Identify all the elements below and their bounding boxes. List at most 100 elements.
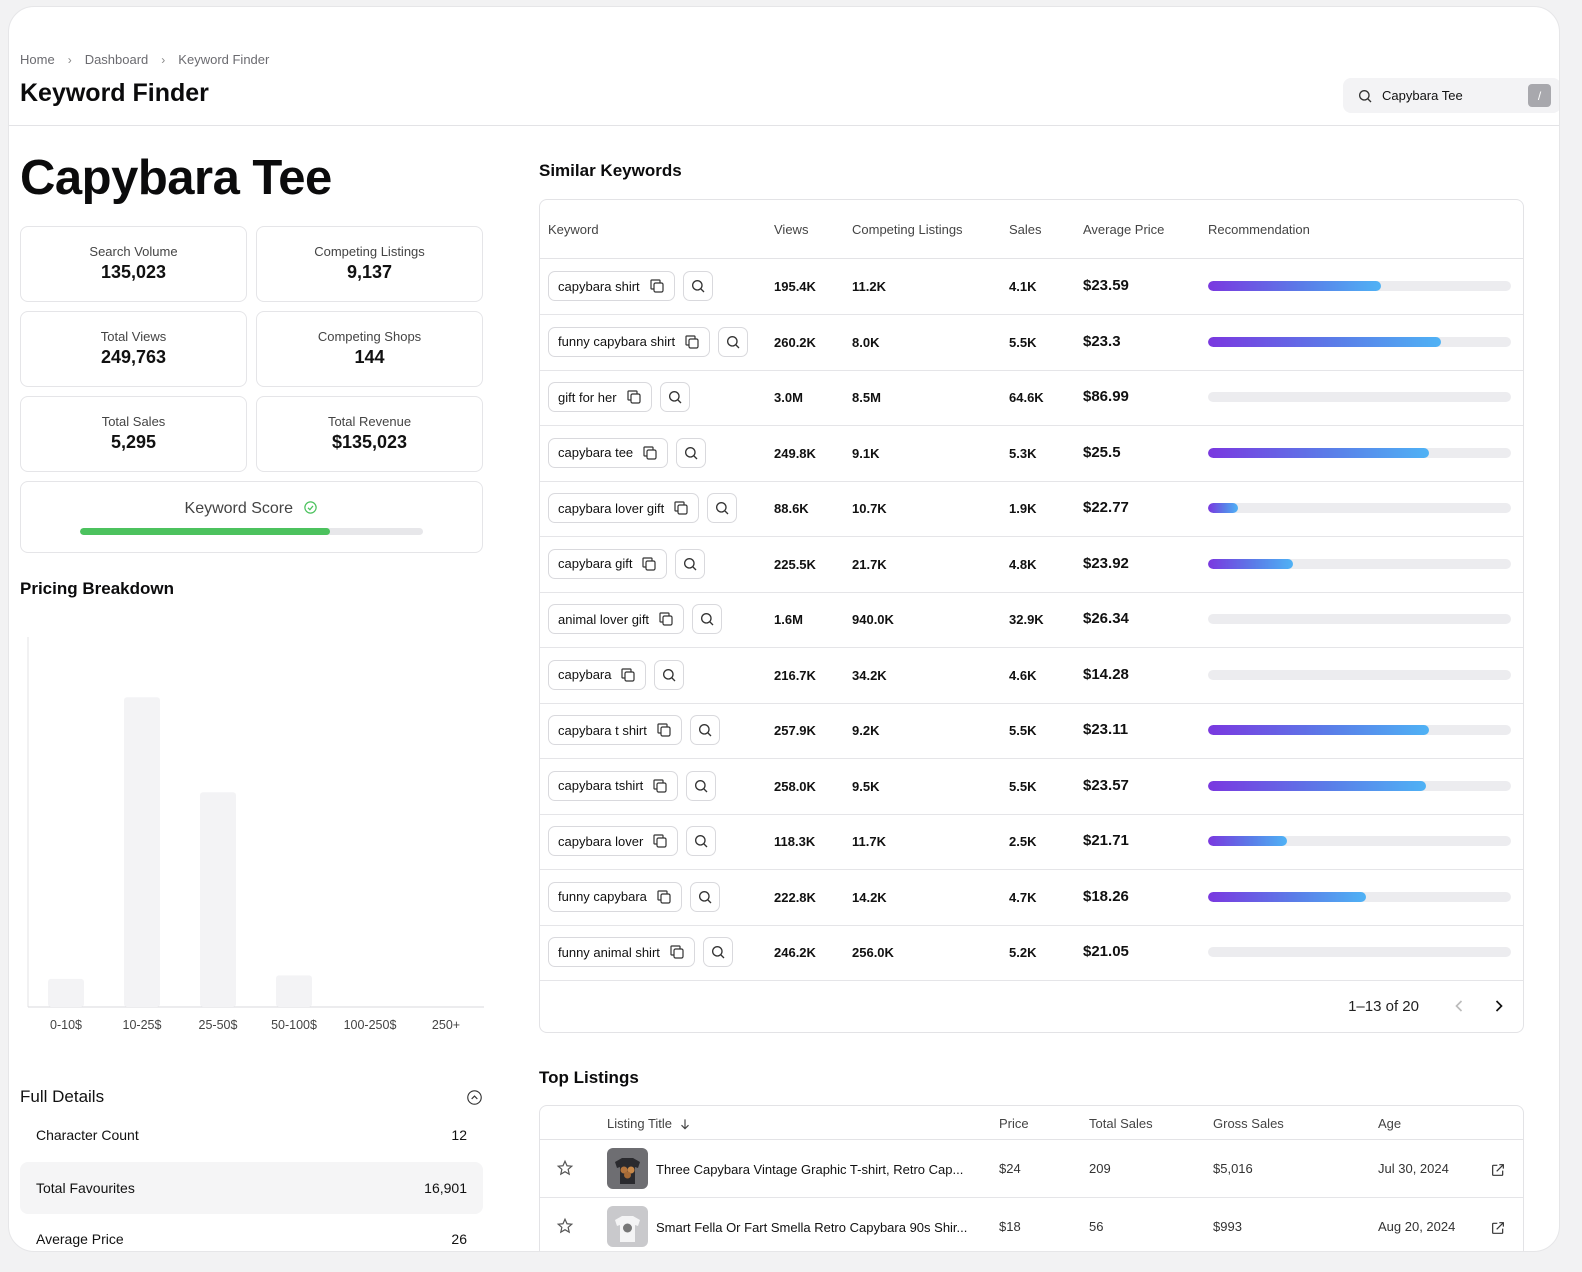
keyword-chip[interactable]: capybara gift	[548, 548, 668, 579]
copy-icon[interactable]	[625, 388, 643, 406]
keyword-chip[interactable]: capybara tee	[548, 437, 669, 468]
copy-icon[interactable]	[657, 610, 675, 628]
table-row[interactable]: funny capybara 222.8K 14.2K 4.7K $18.26	[540, 870, 1523, 926]
keyword-search-button[interactable]	[690, 881, 720, 912]
listing-price: $18	[999, 1219, 1021, 1234]
keyword-chip[interactable]: capybara lover	[548, 826, 679, 856]
external-link-icon[interactable]	[1490, 1162, 1506, 1178]
competing-cell: 11.2K	[852, 279, 886, 294]
listing-title[interactable]: Smart Fella Or Fart Smella Retro Capybar…	[656, 1220, 968, 1235]
search-icon	[692, 280, 705, 293]
table-row[interactable]: Three Capybara Vintage Graphic T-shirt, …	[540, 1140, 1523, 1198]
keyword-score-label: Keyword Score	[184, 500, 294, 517]
column-header-keyword[interactable]: Keyword	[548, 222, 599, 237]
keyword-chip[interactable]: capybara shirt	[548, 271, 675, 301]
keyword-search-button[interactable]	[686, 826, 716, 856]
star-icon[interactable]	[556, 1159, 574, 1177]
sales-cell: 5.5K	[1009, 723, 1037, 738]
table-row[interactable]: capybara tshirt 258.0K 9.5K 5.5K $23.57	[540, 759, 1523, 815]
keyword-chip[interactable]: capybara	[548, 659, 647, 690]
keyword-chip[interactable]: capybara lover gift	[548, 493, 700, 523]
keyword-search-button[interactable]	[660, 382, 690, 412]
breadcrumb-dashboard[interactable]: Dashboard	[84, 52, 149, 67]
stat-label: Total Views	[100, 329, 167, 344]
copy-icon[interactable]	[655, 888, 673, 906]
table-row[interactable]: Smart Fella Or Fart Smella Retro Capybar…	[540, 1198, 1523, 1251]
competing-cell: 11.7K	[852, 834, 886, 849]
keyword-chip[interactable]: funny capybara	[548, 881, 682, 912]
keyword-search-button[interactable]	[707, 493, 737, 523]
keyword-search-button[interactable]	[683, 271, 713, 301]
copy-icon[interactable]	[683, 333, 701, 351]
column-header-price[interactable]: Price	[999, 1116, 1029, 1131]
column-header-gross-sales[interactable]: Gross Sales	[1213, 1116, 1284, 1131]
keyword-text: funny capybara	[558, 889, 647, 904]
table-row[interactable]: capybara tee 249.8K 9.1K 5.3K $25.5	[540, 426, 1523, 482]
keyword-search-button[interactable]	[692, 604, 722, 634]
column-header-sales[interactable]: Sales	[1009, 222, 1042, 237]
table-row[interactable]: funny capybara shirt 260.2K 8.0K 5.5K $23.3	[540, 315, 1523, 371]
keyword-search-button[interactable]	[686, 770, 716, 801]
table-row[interactable]: capybara lover 118.3K 11.7K 2.5K $21.71	[540, 814, 1523, 870]
table-row[interactable]: capybara gift 225.5K 21.7K 4.8K $23.92	[540, 537, 1523, 593]
keyword-search-button[interactable]	[690, 715, 720, 745]
keyword-search-button[interactable]	[703, 937, 733, 967]
column-header-recommendation[interactable]: Recommendation	[1208, 222, 1310, 237]
pricing-breakdown-title: Pricing Breakdown	[20, 579, 174, 598]
column-header-listing-title[interactable]: Listing Title	[607, 1116, 692, 1131]
keyword-chip[interactable]: capybara tshirt	[548, 770, 679, 801]
search-box[interactable]: /	[1343, 78, 1559, 113]
copy-icon[interactable]	[648, 277, 666, 295]
search-input[interactable]	[1382, 88, 1512, 103]
star-icon[interactable]	[556, 1217, 574, 1235]
chevron-right-icon[interactable]	[1489, 996, 1509, 1016]
table-row[interactable]: capybara lover gift 88.6K 10.7K 1.9K $22.77	[540, 481, 1523, 537]
views-cell: 216.7K	[774, 667, 816, 683]
table-row[interactable]: funny animal shirt 246.2K 256.0K 5.2K $21.05	[540, 925, 1523, 981]
chevron-up-circle-icon[interactable]	[466, 1089, 483, 1106]
table-row[interactable]: capybara 216.7K 34.2K 4.6K $14.28	[540, 648, 1523, 704]
stat-value: $135,023	[331, 432, 408, 452]
average-price-cell: $21.05	[1083, 943, 1129, 960]
chart-bar-1[interactable]	[124, 697, 160, 1007]
copy-icon[interactable]	[651, 832, 669, 850]
chart-bar-0[interactable]	[48, 978, 84, 1007]
keyword-search-button[interactable]	[718, 326, 748, 357]
keyword-text: funny capybara shirt	[558, 334, 676, 349]
chart-bar-3[interactable]	[276, 975, 312, 1007]
column-header-competing-listings[interactable]: Competing Listings	[852, 222, 963, 237]
keyword-search-button[interactable]	[676, 437, 706, 468]
chart-bar-2[interactable]	[200, 792, 236, 1007]
column-header-age[interactable]: Age	[1378, 1116, 1402, 1131]
table-row[interactable]: animal lover gift 1.6M 940.0K 32.9K $26.34	[540, 592, 1523, 648]
keyword-chip[interactable]: capybara t shirt	[548, 715, 682, 745]
keyword-search-button[interactable]	[675, 548, 705, 579]
copy-icon[interactable]	[641, 444, 659, 462]
table-row[interactable]: gift for her 3.0M 8.5M 64.6K $86.99	[540, 370, 1523, 426]
keyword-chip[interactable]: gift for her	[548, 382, 652, 412]
copy-icon[interactable]	[619, 666, 637, 684]
top-listings-title: Top Listings	[539, 1068, 639, 1087]
keyword-chip[interactable]: funny capybara shirt	[548, 326, 711, 357]
copy-icon[interactable]	[672, 499, 690, 517]
copy-icon[interactable]	[668, 943, 686, 961]
detail-value: 12	[451, 1127, 467, 1143]
copy-icon[interactable]	[655, 721, 673, 739]
keyword-chip[interactable]: funny animal shirt	[548, 937, 695, 967]
chevron-left-icon[interactable]	[1449, 996, 1469, 1016]
column-header-average-price[interactable]: Average Price	[1083, 222, 1165, 237]
copy-icon[interactable]	[640, 555, 658, 573]
column-header-total-sales[interactable]: Total Sales	[1089, 1116, 1153, 1131]
listing-title[interactable]: Three Capybara Vintage Graphic T-shirt, …	[656, 1162, 964, 1177]
average-price-cell: $23.11	[1083, 721, 1129, 738]
table-row[interactable]: capybara t shirt 257.9K 9.2K 5.5K $23.11	[540, 703, 1523, 759]
keyword-search-button[interactable]	[654, 659, 684, 690]
external-link-icon[interactable]	[1490, 1220, 1506, 1236]
stat-label: Search Volume	[89, 244, 178, 259]
copy-icon[interactable]	[651, 777, 669, 795]
column-header-views[interactable]: Views	[774, 222, 809, 237]
keyword-chip[interactable]: animal lover gift	[548, 604, 685, 634]
breadcrumb-home[interactable]: Home	[20, 52, 55, 67]
keyword-text: gift for her	[558, 389, 617, 405]
table-row[interactable]: capybara shirt 195.4K 11.2K 4.1K $23.59	[540, 259, 1523, 315]
